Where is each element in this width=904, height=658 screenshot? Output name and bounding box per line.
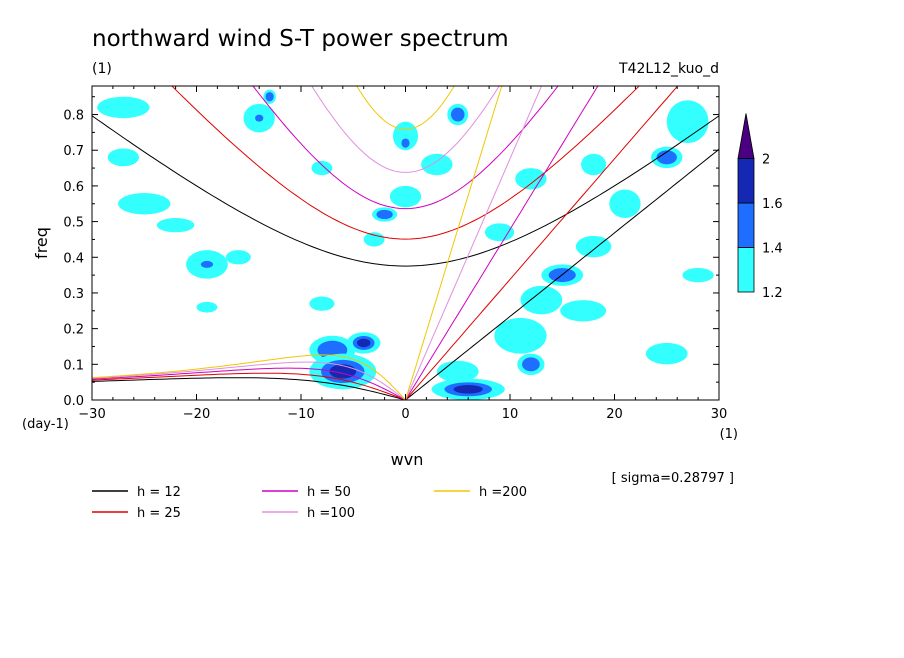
x-tick-label: 30 xyxy=(711,407,728,422)
dispersion-curve xyxy=(405,86,543,400)
x-axis-label: wvn xyxy=(391,450,424,469)
power-blob xyxy=(609,189,641,219)
power-blob xyxy=(520,285,563,315)
dispersion-curve xyxy=(92,377,406,400)
dispersion-curve xyxy=(92,372,406,400)
power-blob xyxy=(156,218,195,233)
power-blob xyxy=(376,209,393,220)
colorbar-swatch xyxy=(737,247,755,293)
power-blob xyxy=(363,232,385,247)
power-blob xyxy=(265,92,274,102)
power-blob xyxy=(311,160,333,176)
y-tick-label: 0.0 xyxy=(63,394,84,409)
y-tick-label: 0.3 xyxy=(63,287,84,302)
dispersion-curve xyxy=(405,148,719,400)
power-blob xyxy=(357,338,371,348)
power-blob xyxy=(575,235,612,258)
y-tick-label: 0.7 xyxy=(63,144,84,159)
y-tick-label: 0.8 xyxy=(63,109,84,124)
x-tick-label: 20 xyxy=(606,407,623,422)
x-tick-label: −10 xyxy=(287,407,314,422)
dispersion-curve xyxy=(92,115,719,267)
legend-label: h = 50 xyxy=(307,485,351,500)
dispersion-curve xyxy=(252,86,559,210)
colorbar-label: 2 xyxy=(762,153,770,168)
y-tick-label: 0.6 xyxy=(63,180,84,195)
y-tick-label: 0.2 xyxy=(63,323,84,338)
x-tick-label: −30 xyxy=(78,407,105,422)
dispersion-curve xyxy=(92,367,406,400)
power-blob xyxy=(666,100,709,144)
x-tick-label: 0 xyxy=(401,407,409,422)
x-tick-label: −20 xyxy=(183,407,210,422)
legend: h = 12 h = 25 h = 50 h =100 h =200 xyxy=(92,485,527,521)
colorbar: 1.2 1.4 1.6 2 xyxy=(737,113,783,301)
chart-title: northward wind S-T power spectrum xyxy=(92,26,509,52)
sigma-label: [ sigma=0.28797 ] xyxy=(612,471,734,486)
power-blob xyxy=(484,223,515,242)
power-blob xyxy=(107,148,140,167)
dispersion-curve xyxy=(405,86,599,400)
legend-label: h =200 xyxy=(479,485,527,500)
legend-label: h = 12 xyxy=(137,485,181,500)
dispersion-curve xyxy=(405,86,679,400)
power-blob xyxy=(522,357,540,372)
dispersion-curve xyxy=(356,86,455,130)
colorbar-swatch xyxy=(737,202,755,248)
colorbar-label: 1.6 xyxy=(762,197,783,212)
legend-label: h =100 xyxy=(307,506,355,521)
power-blob xyxy=(200,260,214,268)
power-blob xyxy=(389,185,422,208)
y-axis: 0.0 0.1 0.2 0.3 0.4 0.5 0.6 0.7 0.8 xyxy=(63,96,719,409)
power-blob xyxy=(682,267,714,283)
power-contours xyxy=(97,89,714,400)
colorbar-label: 1.4 xyxy=(762,242,783,257)
power-blob xyxy=(581,153,607,176)
power-blob xyxy=(225,250,251,265)
power-blob xyxy=(453,385,483,394)
power-blob xyxy=(309,296,335,311)
power-blob xyxy=(560,300,607,322)
y-unit-label: (day-1) xyxy=(22,417,69,432)
chart-subtitle-right: T42L12_kuo_d xyxy=(618,61,719,77)
dispersion-curve xyxy=(171,86,640,240)
y-tick-label: 0.4 xyxy=(63,251,84,266)
power-blob xyxy=(421,153,453,176)
chart-subtitle-left: (1) xyxy=(92,61,112,77)
power-blob xyxy=(645,342,688,365)
x-axis: −30 −20 −10 0 10 20 30 xyxy=(78,86,727,422)
power-blob xyxy=(401,138,410,148)
power-blob xyxy=(196,301,218,313)
x-tick-label: 10 xyxy=(502,407,519,422)
power-blob xyxy=(255,114,264,122)
y-axis-label: freq xyxy=(32,227,51,259)
power-blob xyxy=(515,168,547,190)
dispersion-curve xyxy=(92,354,406,400)
dispersion-curve xyxy=(405,86,503,400)
power-blob xyxy=(118,193,171,215)
power-blob xyxy=(656,150,677,165)
colorbar-label: 1.2 xyxy=(762,286,783,301)
legend-label: h = 25 xyxy=(137,506,181,521)
power-blob xyxy=(494,317,547,354)
x-unit-label: (1) xyxy=(720,427,738,442)
y-tick-label: 0.5 xyxy=(63,216,84,231)
colorbar-swatch xyxy=(737,158,755,204)
y-tick-label: 0.1 xyxy=(63,358,84,373)
colorbar-extend-arrow xyxy=(737,113,755,159)
power-blob xyxy=(97,96,150,119)
dispersion-curves xyxy=(92,86,719,400)
power-blob xyxy=(450,107,465,122)
dispersion-curve xyxy=(92,361,406,400)
dispersion-curve xyxy=(311,86,500,173)
